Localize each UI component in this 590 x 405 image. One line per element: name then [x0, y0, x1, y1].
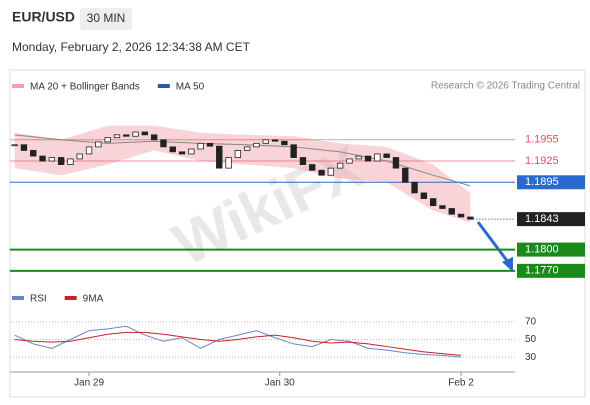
candle	[67, 158, 74, 165]
candle	[336, 162, 344, 169]
candle	[76, 153, 83, 160]
candle	[30, 150, 37, 157]
candle	[197, 142, 204, 150]
candle	[346, 158, 353, 164]
candle	[123, 134, 130, 137]
candle	[57, 157, 65, 165]
candle	[216, 145, 223, 169]
frame	[9, 69, 586, 398]
level-box	[517, 263, 585, 278]
candle	[95, 141, 102, 148]
legend-label: 9MA	[83, 294, 104, 305]
candle	[448, 208, 455, 215]
legend-label: RSI	[30, 294, 47, 305]
forecast-arrow	[476, 221, 510, 263]
candle	[383, 153, 390, 158]
candle	[262, 139, 269, 144]
rsi-tick-label: 70	[525, 316, 537, 327]
candle	[206, 142, 214, 147]
candle	[327, 167, 335, 176]
candle	[299, 157, 307, 165]
candle	[439, 205, 446, 209]
level-label: 1.1843	[525, 213, 559, 225]
legend-swatch	[12, 296, 24, 300]
candle	[271, 139, 279, 142]
x-tick-label: Jan 29	[74, 378, 104, 389]
legend-label: MA 50	[176, 82, 205, 93]
symbol: EUR/USD	[12, 9, 75, 25]
level-label: 1.1800	[525, 243, 559, 255]
candle	[411, 181, 418, 194]
rsi-line	[14, 325, 462, 358]
candle	[429, 198, 437, 207]
candle	[85, 146, 93, 155]
candle	[467, 216, 474, 220]
candle	[243, 146, 251, 151]
rsi-line	[14, 331, 462, 356]
candle	[11, 144, 18, 147]
candle	[318, 169, 325, 176]
x-tick-label: Feb 2	[448, 378, 474, 389]
level-box	[517, 175, 585, 190]
timeframe: 30 MIN	[87, 11, 126, 25]
arrow-head	[502, 257, 513, 272]
candle	[281, 140, 288, 146]
bollinger-band	[14, 125, 471, 223]
candle	[225, 157, 232, 169]
candle	[188, 148, 195, 155]
level-box	[517, 212, 585, 227]
level-label: 1.1955	[525, 134, 559, 146]
candle	[48, 157, 56, 162]
candle	[113, 134, 121, 139]
rsi-tick-label: 50	[525, 334, 537, 345]
candle	[104, 137, 111, 143]
legend-label: MA 20 + Bollinger Bands	[30, 82, 140, 93]
legend-swatch	[12, 84, 24, 88]
rsi-tick-label: 30	[525, 352, 537, 363]
credit: Research © 2026 Trading Central	[431, 81, 580, 92]
candle	[141, 131, 149, 136]
candle	[234, 150, 242, 158]
candle	[39, 155, 46, 162]
candle	[420, 192, 428, 199]
candle	[253, 142, 260, 148]
candle	[309, 164, 316, 171]
level-box	[517, 242, 585, 257]
candle	[364, 155, 372, 162]
candle	[150, 134, 158, 141]
date: Monday, February 2, 2026 12:34:38 AM CET	[12, 40, 251, 54]
x-tick-label: Jan 30	[265, 378, 295, 389]
level-label: 1.1925	[525, 155, 559, 167]
timeframe-box	[80, 8, 132, 30]
ma50-line	[14, 134, 471, 187]
candle	[20, 144, 28, 151]
candle	[457, 213, 465, 218]
legend-swatch	[157, 84, 170, 88]
candle	[355, 155, 362, 160]
candle	[402, 167, 409, 183]
candle	[374, 153, 381, 162]
level-label: 1.1770	[525, 265, 559, 277]
candle	[392, 157, 400, 169]
candle	[160, 139, 167, 148]
candle	[132, 131, 139, 137]
candle	[178, 151, 186, 155]
legend-swatch	[64, 296, 77, 300]
candle	[290, 144, 297, 158]
candle	[169, 146, 176, 153]
level-label: 1.1895	[525, 176, 559, 188]
